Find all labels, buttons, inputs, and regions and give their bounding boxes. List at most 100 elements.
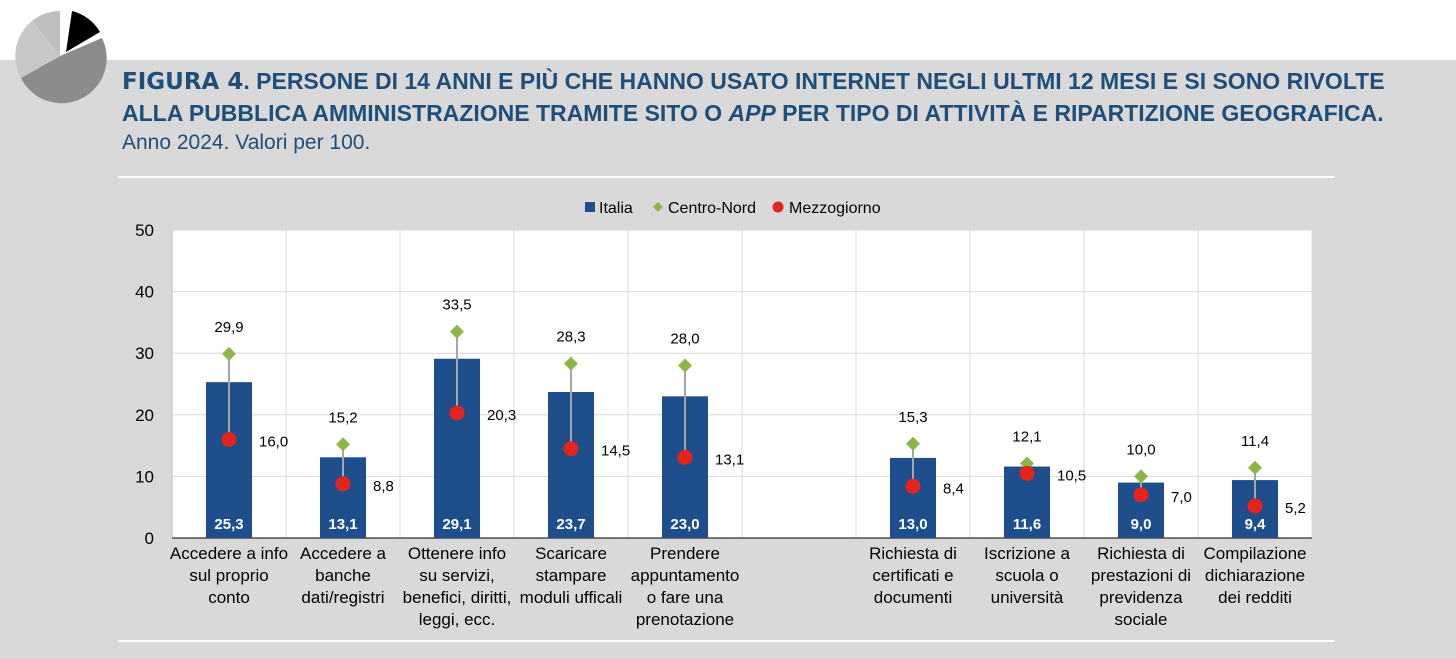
pie-logo-slice bbox=[66, 11, 100, 52]
marker-mezzogiorno bbox=[905, 478, 921, 494]
x-category-label: benefici, diritti, bbox=[403, 588, 512, 607]
pie-logo-slice bbox=[32, 11, 60, 56]
x-category-label: scuola o bbox=[995, 566, 1058, 585]
x-category-label: leggi, ecc. bbox=[419, 610, 496, 629]
legend-centro-nord-marker bbox=[653, 202, 663, 212]
marker-centro-nord bbox=[678, 358, 692, 373]
legend-mezzogiorno-label: Mezzogiorno bbox=[789, 200, 881, 217]
legend-centro-nord-label: Centro-Nord bbox=[668, 200, 756, 217]
title-text-end: PER TIPO DI ATTIVITÀ E RIPARTIZIONE GEOG… bbox=[775, 100, 1384, 126]
pie-logo-slice bbox=[15, 21, 61, 78]
x-category-label: banche bbox=[315, 566, 371, 585]
top-rule bbox=[118, 176, 1334, 178]
x-category-label: Ottenere info bbox=[408, 544, 506, 563]
marker-mezzogiorno bbox=[1133, 487, 1149, 503]
centro-nord-value-label: 28,0 bbox=[670, 331, 699, 348]
x-category-label: Richiesta di bbox=[1097, 544, 1185, 563]
marker-mezzogiorno bbox=[335, 476, 351, 492]
centro-nord-value-label: 11,4 bbox=[1241, 433, 1269, 450]
x-category-label: sul proprio bbox=[189, 566, 268, 585]
centro-nord-value-label: 33,5 bbox=[442, 297, 471, 314]
marker-centro-nord bbox=[906, 436, 920, 451]
mezzogiorno-value-label: 10,5 bbox=[1057, 467, 1086, 484]
marker-centro-nord bbox=[336, 437, 350, 452]
bar-value-label: 11,6 bbox=[1013, 516, 1041, 533]
chart-title: FIGURA 4. PERSONE DI 14 ANNI E PIÙ CHE H… bbox=[122, 66, 1442, 129]
bar-value-label: 13,1 bbox=[328, 516, 357, 533]
y-tick-label: 10 bbox=[135, 467, 154, 486]
marker-mezzogiorno bbox=[563, 441, 579, 457]
centro-nord-value-label: 15,2 bbox=[328, 409, 357, 426]
x-category-label: Iscrizione a bbox=[984, 544, 1071, 563]
marker-centro-nord bbox=[1134, 469, 1148, 484]
x-category-label: Scaricare bbox=[535, 544, 607, 563]
bar-value-label: 9,0 bbox=[1131, 516, 1152, 533]
x-category-label: Prendere bbox=[650, 544, 720, 563]
bar-value-label: 23,7 bbox=[556, 516, 585, 533]
mezzogiorno-value-label: 13,1 bbox=[715, 451, 744, 468]
x-category-label: conto bbox=[208, 588, 250, 607]
x-category-label: previdenza bbox=[1099, 588, 1183, 607]
bar-value-label: 13,0 bbox=[898, 516, 927, 533]
centro-nord-value-label: 15,3 bbox=[898, 409, 927, 426]
pie-logo-icon bbox=[15, 11, 107, 104]
legend-mezzogiorno-marker bbox=[772, 201, 784, 213]
x-category-label: stampare bbox=[536, 566, 607, 585]
marker-centro-nord bbox=[1248, 460, 1262, 475]
legend-italia-label: Italia bbox=[599, 200, 633, 217]
x-category-label: documenti bbox=[874, 588, 952, 607]
marker-mezzogiorno bbox=[677, 449, 693, 465]
marker-mezzogiorno bbox=[1019, 465, 1035, 481]
bar-value-label: 25,3 bbox=[214, 516, 243, 533]
x-category-label: Accedere a info bbox=[170, 544, 288, 563]
centro-nord-value-label: 28,3 bbox=[556, 329, 585, 346]
marker-centro-nord bbox=[564, 356, 578, 371]
x-category-label: Richiesta di bbox=[869, 544, 957, 563]
mezzogiorno-value-label: 8,4 bbox=[943, 480, 964, 497]
bar-value-label: 9,4 bbox=[1245, 516, 1267, 533]
x-category-label: prestazioni di bbox=[1091, 566, 1191, 585]
bottom-rule bbox=[118, 640, 1334, 642]
y-tick-label: 20 bbox=[135, 406, 154, 425]
figure-label: FIGURA 4 bbox=[122, 69, 244, 95]
marker-centro-nord bbox=[450, 324, 464, 339]
x-category-label: dati/registri bbox=[301, 588, 384, 607]
mezzogiorno-value-label: 20,3 bbox=[487, 407, 516, 424]
marker-mezzogiorno bbox=[221, 431, 237, 447]
x-category-label: certificati e bbox=[872, 566, 953, 585]
x-category-label: università bbox=[991, 588, 1064, 607]
marker-centro-nord bbox=[222, 346, 236, 361]
y-tick-label: 30 bbox=[135, 344, 154, 363]
pie-logo-slice bbox=[21, 38, 107, 104]
mezzogiorno-value-label: 16,0 bbox=[259, 433, 288, 450]
bar-value-label: 29,1 bbox=[442, 516, 471, 533]
mezzogiorno-value-label: 8,8 bbox=[373, 478, 394, 495]
x-category-label: Accedere a bbox=[300, 544, 387, 563]
y-tick-label: 0 bbox=[145, 529, 154, 548]
x-category-label: moduli ufficali bbox=[520, 588, 623, 607]
marker-mezzogiorno bbox=[1247, 498, 1263, 514]
x-category-label: dei redditi bbox=[1218, 588, 1292, 607]
centro-nord-value-label: 29,9 bbox=[214, 319, 243, 336]
marker-mezzogiorno bbox=[449, 405, 465, 421]
y-tick-label: 40 bbox=[135, 283, 154, 302]
y-tick-label: 50 bbox=[135, 221, 154, 240]
mezzogiorno-value-label: 5,2 bbox=[1285, 500, 1306, 517]
legend-italia-swatch bbox=[585, 202, 595, 212]
x-category-label: dichiarazione bbox=[1205, 566, 1305, 585]
mezzogiorno-value-label: 7,0 bbox=[1171, 489, 1192, 506]
x-category-label: Compilazione bbox=[1204, 544, 1307, 563]
title-text: . PERSONE DI 14 ANNI E PIÙ CHE HANNO USA… bbox=[122, 68, 1385, 126]
mezzogiorno-value-label: 14,5 bbox=[601, 443, 630, 460]
x-category-label: prenotazione bbox=[636, 610, 734, 629]
chart-subtitle: Anno 2024. Valori per 100. bbox=[122, 131, 371, 154]
x-category-label: appuntamento bbox=[631, 566, 740, 585]
centro-nord-value-label: 12,1 bbox=[1012, 428, 1041, 445]
centro-nord-value-label: 10,0 bbox=[1126, 441, 1155, 458]
x-category-label: sociale bbox=[1115, 610, 1168, 629]
title-app: APP bbox=[728, 100, 776, 126]
x-category-label: o fare una bbox=[647, 588, 724, 607]
bar-value-label: 23,0 bbox=[670, 516, 699, 533]
x-category-label: su servizi, bbox=[419, 566, 495, 585]
